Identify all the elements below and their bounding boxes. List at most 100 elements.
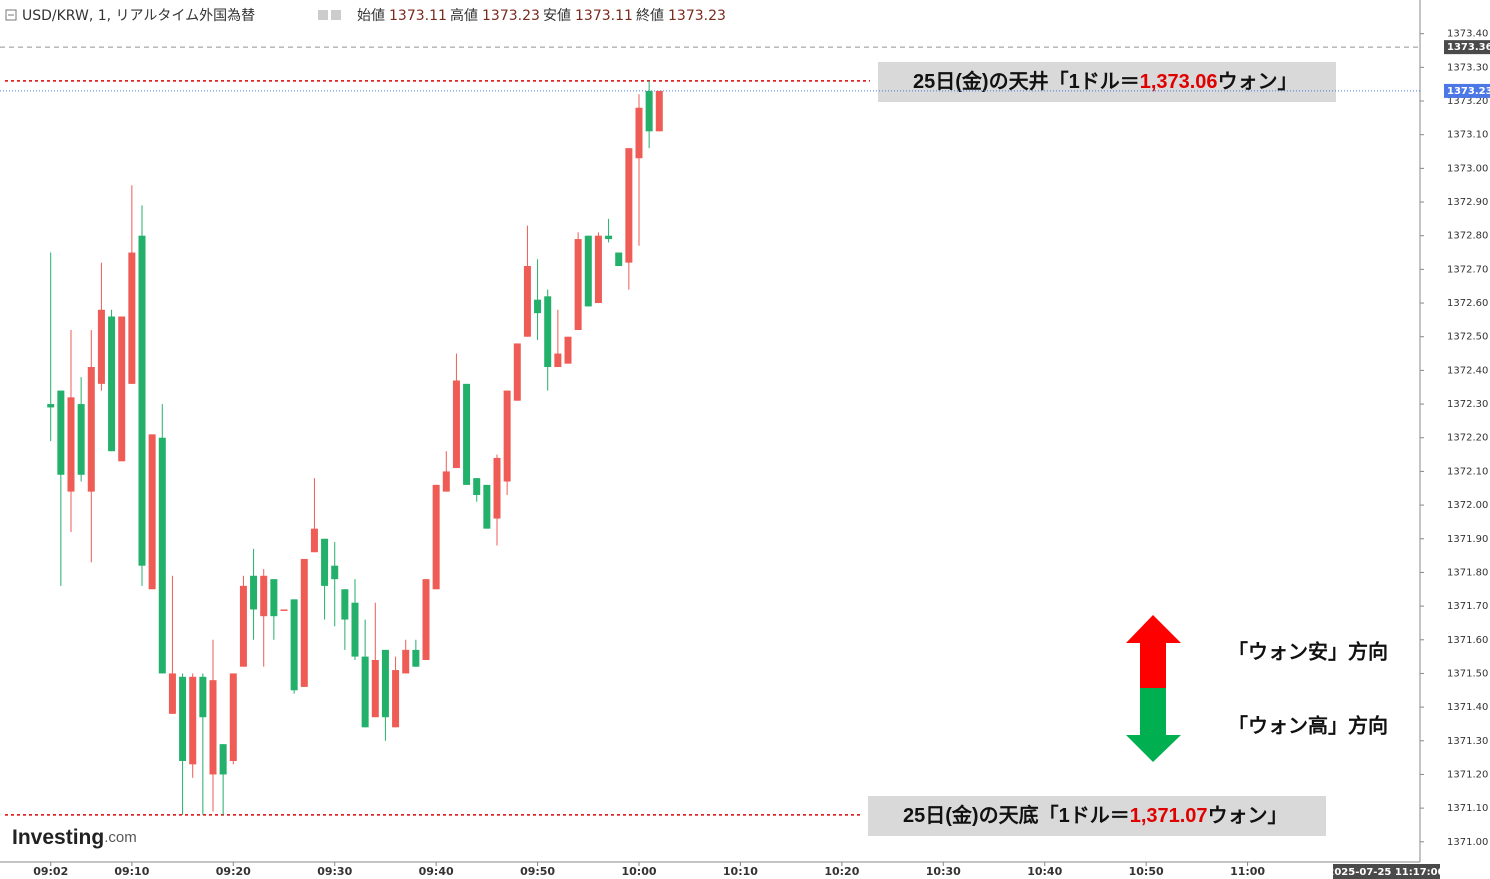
timestamp: 2025-07-25 11:17:00 (1327, 867, 1444, 878)
y-tick-label: 1371.80 (1447, 567, 1488, 578)
candle-body (432, 484, 440, 590)
candle-body (371, 659, 379, 718)
y-tick-label: 1371.60 (1447, 635, 1488, 646)
candle-body (148, 434, 156, 590)
y-tick-label: 1372.60 (1447, 298, 1488, 309)
logo: Investing.com (12, 826, 137, 849)
x-tick-label: 09:30 (317, 865, 352, 878)
y-tick-label: 1371.90 (1447, 534, 1488, 545)
y-tick-label: 1371.20 (1447, 769, 1488, 780)
ohlc-label: 始値 (357, 8, 385, 24)
candle-body (422, 579, 430, 660)
y-tick-label: 1371.70 (1447, 601, 1488, 612)
candle-body (239, 585, 247, 667)
y-tick-label: 1373.30 (1447, 62, 1488, 73)
logo-main: Investing (12, 826, 104, 849)
candle-body (219, 744, 227, 775)
candle-body (250, 575, 258, 610)
y-tick-label: 1373.10 (1447, 130, 1488, 141)
candle-body (605, 235, 613, 240)
ohlc-value: 1373.11 (575, 8, 633, 24)
candle-body (229, 673, 237, 761)
candle-body (442, 471, 450, 492)
settings-icon[interactable] (318, 10, 328, 20)
x-tick-label: 10:40 (1027, 865, 1062, 878)
y-tick-label: 1372.50 (1447, 332, 1488, 343)
y-tick-label: 1371.50 (1447, 668, 1488, 679)
candle-body (412, 649, 420, 667)
candle-body (645, 90, 653, 132)
candle-body (138, 235, 146, 566)
collapse-icon[interactable] (5, 9, 17, 21)
y-tick-label: 1372.00 (1447, 500, 1488, 511)
candle-body (270, 579, 278, 617)
candle-body (118, 316, 126, 462)
x-tick-label: 10:30 (926, 865, 961, 878)
down-arrow (1126, 688, 1181, 762)
annotation-part: ウォン」 (1218, 70, 1298, 93)
candle-body (209, 680, 217, 775)
annotation: 25日(金)の天底「1ドル＝1,371.07ウォン」 (903, 803, 1288, 827)
price-label-box (1444, 83, 1490, 98)
annotation-part: ウォン」 (1208, 804, 1288, 827)
y-tick-label: 1372.10 (1447, 466, 1488, 477)
y-tick-label: 1372.40 (1447, 365, 1488, 376)
candle-body (331, 565, 339, 580)
candle-body (452, 380, 460, 469)
annotation-part: 1,371.07 (1130, 805, 1208, 827)
y-tick-label: 1372.90 (1447, 197, 1488, 208)
x-tick-label: 10:00 (621, 865, 656, 878)
settings-icon[interactable] (331, 10, 341, 20)
x-tick-label: 09:02 (33, 865, 68, 878)
candle-body (513, 343, 521, 401)
candle-body (87, 367, 95, 492)
candle-body (534, 299, 542, 314)
candle-body (341, 589, 349, 620)
x-tick-label: 10:10 (723, 865, 758, 878)
candle-body (503, 390, 511, 482)
candle-body (381, 649, 389, 718)
candle-body (47, 404, 55, 408)
ohlc-value: 1373.23 (482, 8, 540, 24)
candle-body (594, 235, 602, 304)
timestamp-box (1333, 864, 1440, 879)
legend-label: 「ウォン高」方向 (1228, 713, 1388, 737)
y-tick-label: 1372.30 (1447, 399, 1488, 410)
annotation-part: 1,373.06 (1140, 71, 1218, 93)
candle-body (77, 404, 85, 475)
candle-body (280, 609, 288, 611)
candle-body (158, 437, 166, 674)
candle-body (321, 538, 329, 586)
candle-body (544, 296, 552, 368)
ohlc-label: 高値 (450, 7, 478, 24)
candle-body (351, 602, 359, 657)
candle-body (625, 148, 633, 263)
candle-body (260, 575, 268, 617)
candle-body (67, 397, 75, 492)
ohlc-value: 1373.23 (668, 8, 726, 24)
candle-body (473, 478, 481, 495)
ohlc-value: 1373.11 (389, 8, 447, 24)
x-tick-label: 09:40 (419, 865, 454, 878)
up-arrow (1126, 615, 1181, 688)
candle-body (128, 252, 136, 384)
candle-body (574, 239, 582, 330)
y-tick-label: 1373.00 (1447, 163, 1488, 174)
candle-body (108, 316, 116, 452)
candle-body (554, 353, 562, 368)
y-tick-label: 1372.20 (1447, 433, 1488, 444)
x-tick-label: 09:20 (216, 865, 251, 878)
annotation-part: 25日(金)の天井「1ドル＝ (913, 69, 1140, 93)
x-tick-label: 11:00 (1230, 865, 1265, 878)
y-tick-label: 1371.00 (1447, 837, 1488, 848)
candle-body (361, 656, 369, 728)
candle-body (402, 649, 410, 674)
candle-body (199, 676, 207, 718)
candle-body (493, 457, 501, 519)
x-tick-label: 09:10 (114, 865, 149, 878)
candle-body (189, 676, 197, 765)
candle-body (57, 390, 65, 475)
candle-body (564, 336, 572, 364)
annotation-box (878, 62, 1336, 102)
